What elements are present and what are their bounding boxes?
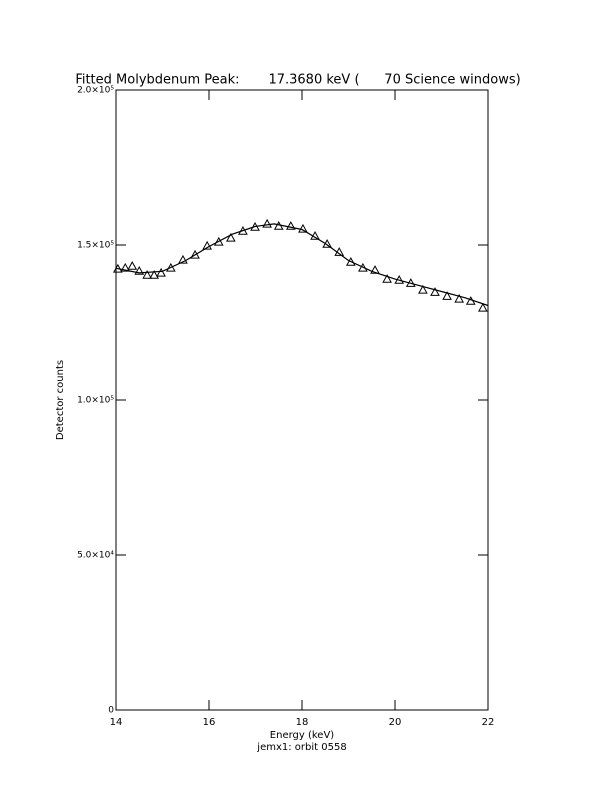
data-point <box>345 257 356 266</box>
x-tick-label: 16 <box>203 717 216 728</box>
x-tick-label: 14 <box>110 717 123 728</box>
data-point <box>262 218 272 228</box>
data-point <box>226 232 236 242</box>
data-point <box>430 287 440 296</box>
y-tick-label: 0 <box>108 706 114 716</box>
data-point <box>418 284 428 294</box>
data-point <box>120 262 131 272</box>
fit-line <box>115 223 489 307</box>
data-point <box>190 249 200 259</box>
x-tick-label: 20 <box>389 717 402 728</box>
data-point <box>382 274 392 283</box>
data-point <box>442 291 452 300</box>
data-point <box>178 254 188 264</box>
subtitle: jemx1: orbit 0558 <box>256 742 346 753</box>
y-tick-label: 1.5×10⁵ <box>77 241 114 251</box>
chart-title: Fitted Molybdenum Peak: 17.3680 keV ( 70… <box>75 73 520 88</box>
y-tick-label: 2.0×10⁵ <box>77 86 114 96</box>
data-point <box>166 262 176 272</box>
x-axis-label: Energy (keV) <box>270 730 335 741</box>
x-tick-label: 22 <box>482 717 495 728</box>
data-point <box>127 261 138 270</box>
data-point <box>285 221 296 230</box>
data-point <box>298 223 308 233</box>
x-tick-label: 18 <box>296 717 309 728</box>
data-point <box>370 265 380 274</box>
data-point <box>478 302 488 312</box>
y-tick-label: 1.0×10⁵ <box>77 396 114 406</box>
y-axis-label: Detector counts <box>55 360 66 440</box>
data-point <box>238 226 248 235</box>
data-point <box>149 270 159 279</box>
data-point <box>142 270 153 279</box>
data-point <box>134 266 145 275</box>
y-tick-label: 5.0×10⁴ <box>77 551 114 561</box>
data-point <box>202 240 212 250</box>
data-point <box>213 236 224 246</box>
data-point <box>156 267 166 277</box>
data-point <box>454 293 465 303</box>
